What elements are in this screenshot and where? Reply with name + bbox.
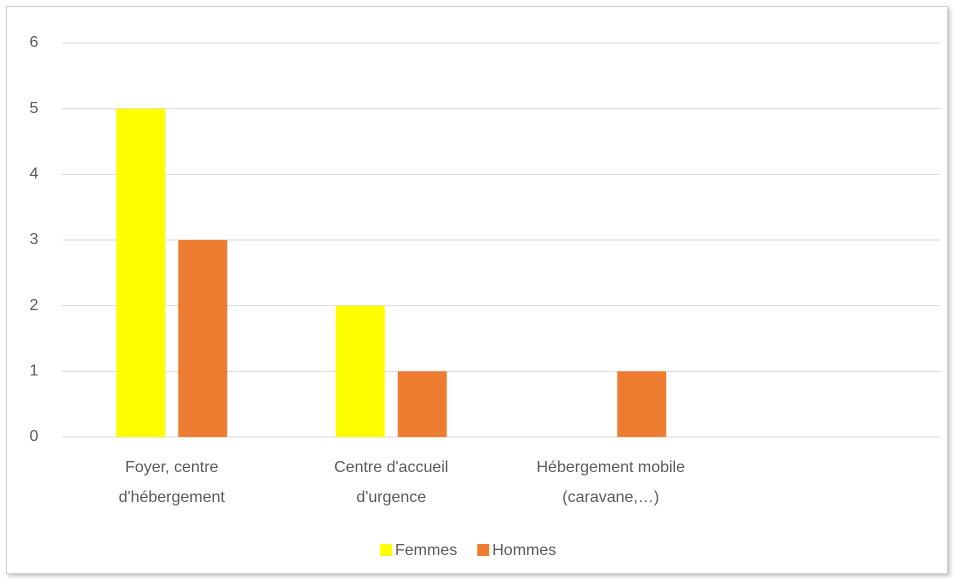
y-tick-label: 0 [30,428,39,445]
bar [397,371,447,437]
legend-label: Femmes [395,542,457,559]
bar [116,108,166,438]
legend-swatch [380,544,392,556]
x-tick-label: Centre d'accueil d'urgence [334,459,448,506]
legend-swatch [477,544,490,556]
bar [178,240,228,437]
x-tick-label: Hébergement mobile (caravane,…) [536,459,685,506]
y-tick-label: 3 [30,231,39,248]
x-tick-label: Foyer, centre d'hébergement [119,459,226,506]
bar [335,305,385,437]
y-tick-label: 2 [30,297,39,314]
bar [617,371,667,437]
y-tick-label: 6 [30,34,39,51]
legend-label: Hommes [492,542,556,559]
y-tick-label: 5 [30,100,39,117]
y-tick-label: 4 [30,166,39,183]
y-tick-label: 1 [30,363,39,380]
